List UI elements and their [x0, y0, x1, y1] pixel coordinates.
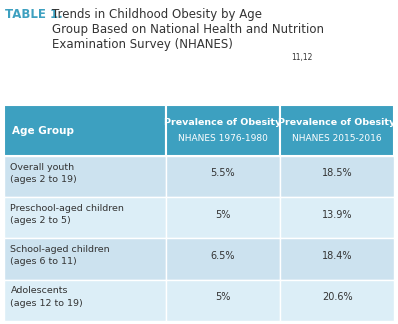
Text: Trends in Childhood Obesity by Age
Group Based on National Health and Nutrition
: Trends in Childhood Obesity by Age Group…	[52, 8, 324, 51]
Text: 20.6%: 20.6%	[322, 292, 352, 302]
Text: 18.4%: 18.4%	[322, 251, 352, 261]
Text: Overall youth: Overall youth	[10, 163, 74, 172]
Text: 13.9%: 13.9%	[322, 210, 352, 219]
Text: (ages 2 to 19): (ages 2 to 19)	[10, 175, 77, 184]
Text: (ages 12 to 19): (ages 12 to 19)	[10, 299, 83, 307]
Text: 5.5%: 5.5%	[211, 168, 235, 178]
Text: 6.5%: 6.5%	[211, 251, 235, 261]
Text: (ages 2 to 5): (ages 2 to 5)	[10, 216, 71, 225]
Text: NHANES 2015-2016: NHANES 2015-2016	[292, 134, 382, 143]
Text: School-aged children: School-aged children	[10, 245, 110, 254]
Text: Adolescents: Adolescents	[10, 286, 68, 295]
Text: 5%: 5%	[215, 292, 231, 302]
Text: Prevalence of Obesity: Prevalence of Obesity	[164, 118, 282, 127]
Text: Prevalence of Obesity: Prevalence of Obesity	[279, 118, 396, 127]
Text: Preschool-aged children: Preschool-aged children	[10, 204, 124, 213]
Text: Age Group: Age Group	[12, 126, 74, 136]
Text: (ages 6 to 11): (ages 6 to 11)	[10, 257, 77, 266]
Text: 5%: 5%	[215, 210, 231, 219]
Text: NHANES 1976-1980: NHANES 1976-1980	[178, 134, 268, 143]
Text: 11,12: 11,12	[291, 53, 313, 62]
Text: TABLE 1.: TABLE 1.	[5, 8, 62, 21]
Text: 18.5%: 18.5%	[322, 168, 352, 178]
